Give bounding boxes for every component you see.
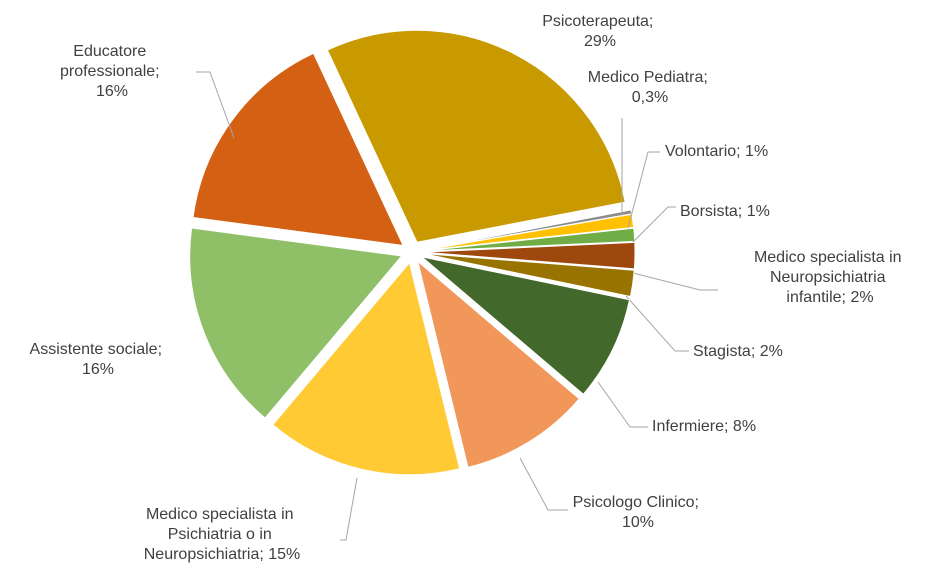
leader-line [196, 71, 235, 139]
data-label: Volontario; 1% [665, 143, 768, 160]
pie-slice [326, 29, 626, 243]
pie-slice [192, 52, 404, 247]
leader-line [628, 206, 676, 247]
leader-line [625, 295, 689, 352]
pie-slice [422, 241, 636, 270]
data-label: Psicologo Clinico; 10% [573, 494, 704, 531]
data-label: Medico specialista in Psichiatria o in N… [144, 506, 301, 563]
data-label: Psicoterapeuta; 29% [542, 13, 658, 50]
data-label: Infermiere; 8% [652, 418, 756, 435]
leader-line [628, 271, 718, 291]
pie-slice [272, 261, 461, 476]
leader-line [627, 151, 660, 229]
leader-line [519, 457, 568, 511]
data-label: Educatore professionale; 16% [60, 43, 164, 100]
leader-line [597, 381, 648, 428]
pie-slice [422, 227, 636, 252]
pie-slice [421, 256, 631, 395]
pie-slice [189, 227, 403, 419]
data-label: Medico Pediatra; 0,3% [588, 69, 713, 106]
pie-slice [416, 259, 580, 468]
data-label: Medico specialista in Neuropsichiatria i… [754, 249, 906, 306]
pie-slice [422, 253, 635, 298]
data-label: Assistente sociale; 16% [30, 341, 167, 378]
leader-line [340, 477, 358, 541]
data-label: Stagista; 2% [693, 343, 783, 360]
data-label: Borsista; 1% [680, 203, 770, 220]
